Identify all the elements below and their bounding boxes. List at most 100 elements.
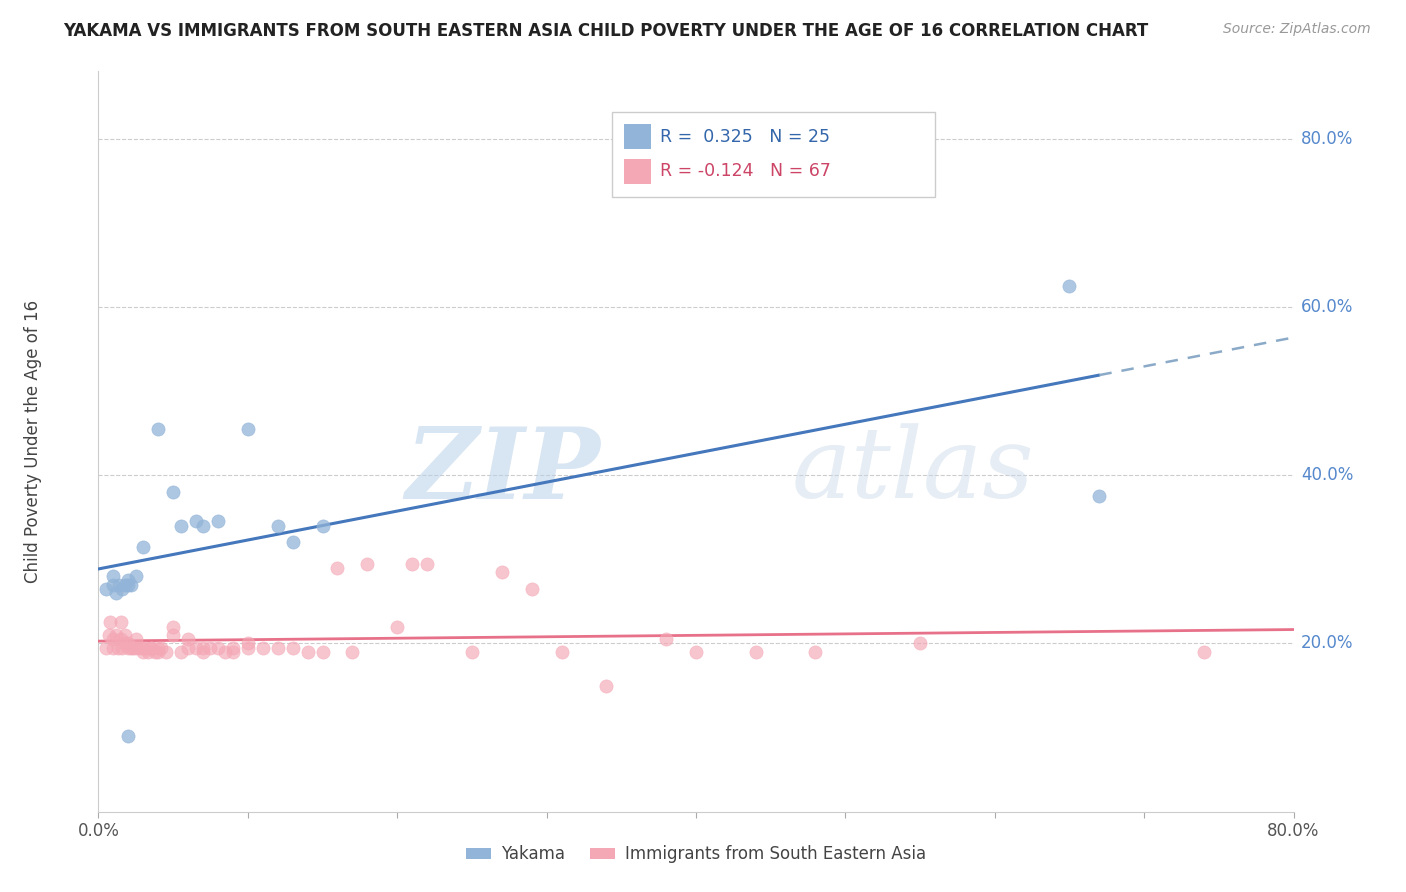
- Point: [107, 640, 129, 655]
- Point: [281, 640, 304, 655]
- Point: [461, 645, 484, 659]
- Point: [326, 560, 349, 574]
- Text: R =  0.325   N = 25: R = 0.325 N = 25: [661, 128, 830, 145]
- Point: [148, 645, 170, 659]
- Point: [98, 615, 122, 630]
- Point: [200, 640, 222, 655]
- Point: [491, 565, 513, 579]
- Point: [103, 632, 125, 647]
- Point: [103, 569, 125, 583]
- Point: [120, 577, 142, 591]
- Point: [311, 518, 333, 533]
- Point: [125, 640, 148, 655]
- Point: [125, 569, 148, 583]
- Text: 80.0%: 80.0%: [1301, 129, 1354, 148]
- Point: [267, 640, 290, 655]
- Point: [136, 645, 159, 659]
- Point: [1059, 279, 1081, 293]
- Point: [105, 586, 128, 600]
- Text: YAKAMA VS IMMIGRANTS FROM SOUTH EASTERN ASIA CHILD POVERTY UNDER THE AGE OF 16 C: YAKAMA VS IMMIGRANTS FROM SOUTH EASTERN …: [63, 22, 1149, 40]
- Point: [177, 632, 200, 647]
- Point: [110, 615, 132, 630]
- Point: [595, 679, 617, 693]
- Legend: Yakama, Immigrants from South Eastern Asia: Yakama, Immigrants from South Eastern As…: [460, 838, 932, 870]
- Point: [745, 645, 768, 659]
- Point: [111, 582, 134, 596]
- Point: [97, 628, 120, 642]
- Text: ZIP: ZIP: [405, 423, 600, 519]
- Point: [685, 645, 707, 659]
- Point: [155, 645, 177, 659]
- Point: [236, 640, 259, 655]
- Point: [94, 582, 117, 596]
- Point: [311, 645, 333, 659]
- Point: [103, 640, 125, 655]
- Point: [139, 640, 162, 655]
- Point: [267, 518, 290, 533]
- Bar: [624, 124, 651, 149]
- Bar: [624, 159, 651, 184]
- Point: [135, 640, 157, 655]
- Point: [148, 640, 170, 655]
- Point: [214, 645, 236, 659]
- Text: Source: ZipAtlas.com: Source: ZipAtlas.com: [1223, 22, 1371, 37]
- Point: [184, 640, 207, 655]
- Point: [385, 619, 409, 633]
- Point: [111, 640, 134, 655]
- Point: [908, 636, 931, 650]
- Point: [236, 636, 259, 650]
- Point: [520, 582, 543, 596]
- Point: [117, 636, 139, 650]
- Text: Child Poverty Under the Age of 16: Child Poverty Under the Age of 16: [24, 300, 42, 583]
- Point: [655, 632, 678, 647]
- Point: [281, 535, 304, 549]
- Point: [150, 640, 173, 655]
- Point: [207, 640, 229, 655]
- Point: [148, 422, 170, 436]
- Point: [129, 640, 152, 655]
- Text: 20.0%: 20.0%: [1301, 634, 1354, 652]
- Text: 40.0%: 40.0%: [1301, 467, 1354, 484]
- Point: [169, 645, 191, 659]
- Point: [401, 557, 423, 571]
- Point: [222, 645, 245, 659]
- Point: [169, 518, 191, 533]
- Point: [191, 645, 214, 659]
- Point: [117, 574, 139, 588]
- FancyBboxPatch shape: [613, 112, 935, 197]
- Point: [550, 645, 572, 659]
- Text: atlas: atlas: [792, 424, 1035, 519]
- Point: [121, 640, 143, 655]
- Point: [125, 632, 148, 647]
- Point: [162, 485, 184, 500]
- Point: [117, 729, 139, 743]
- Point: [191, 518, 214, 533]
- Point: [114, 636, 136, 650]
- Point: [94, 640, 117, 655]
- Point: [108, 577, 131, 591]
- Point: [139, 640, 162, 655]
- Point: [236, 422, 259, 436]
- Point: [132, 640, 155, 655]
- Point: [114, 577, 136, 591]
- Point: [114, 628, 136, 642]
- Point: [162, 628, 184, 642]
- Point: [297, 645, 319, 659]
- Point: [1088, 489, 1111, 503]
- Point: [356, 557, 378, 571]
- Point: [103, 577, 125, 591]
- Point: [132, 540, 155, 554]
- Text: 60.0%: 60.0%: [1301, 298, 1354, 316]
- Point: [1192, 645, 1215, 659]
- Point: [117, 640, 139, 655]
- Point: [162, 619, 184, 633]
- Text: R = -0.124   N = 67: R = -0.124 N = 67: [661, 162, 831, 180]
- Point: [132, 645, 155, 659]
- Point: [117, 577, 139, 591]
- Point: [252, 640, 274, 655]
- Point: [110, 632, 132, 647]
- Point: [191, 640, 214, 655]
- Point: [342, 645, 364, 659]
- Point: [416, 557, 439, 571]
- Point: [143, 645, 166, 659]
